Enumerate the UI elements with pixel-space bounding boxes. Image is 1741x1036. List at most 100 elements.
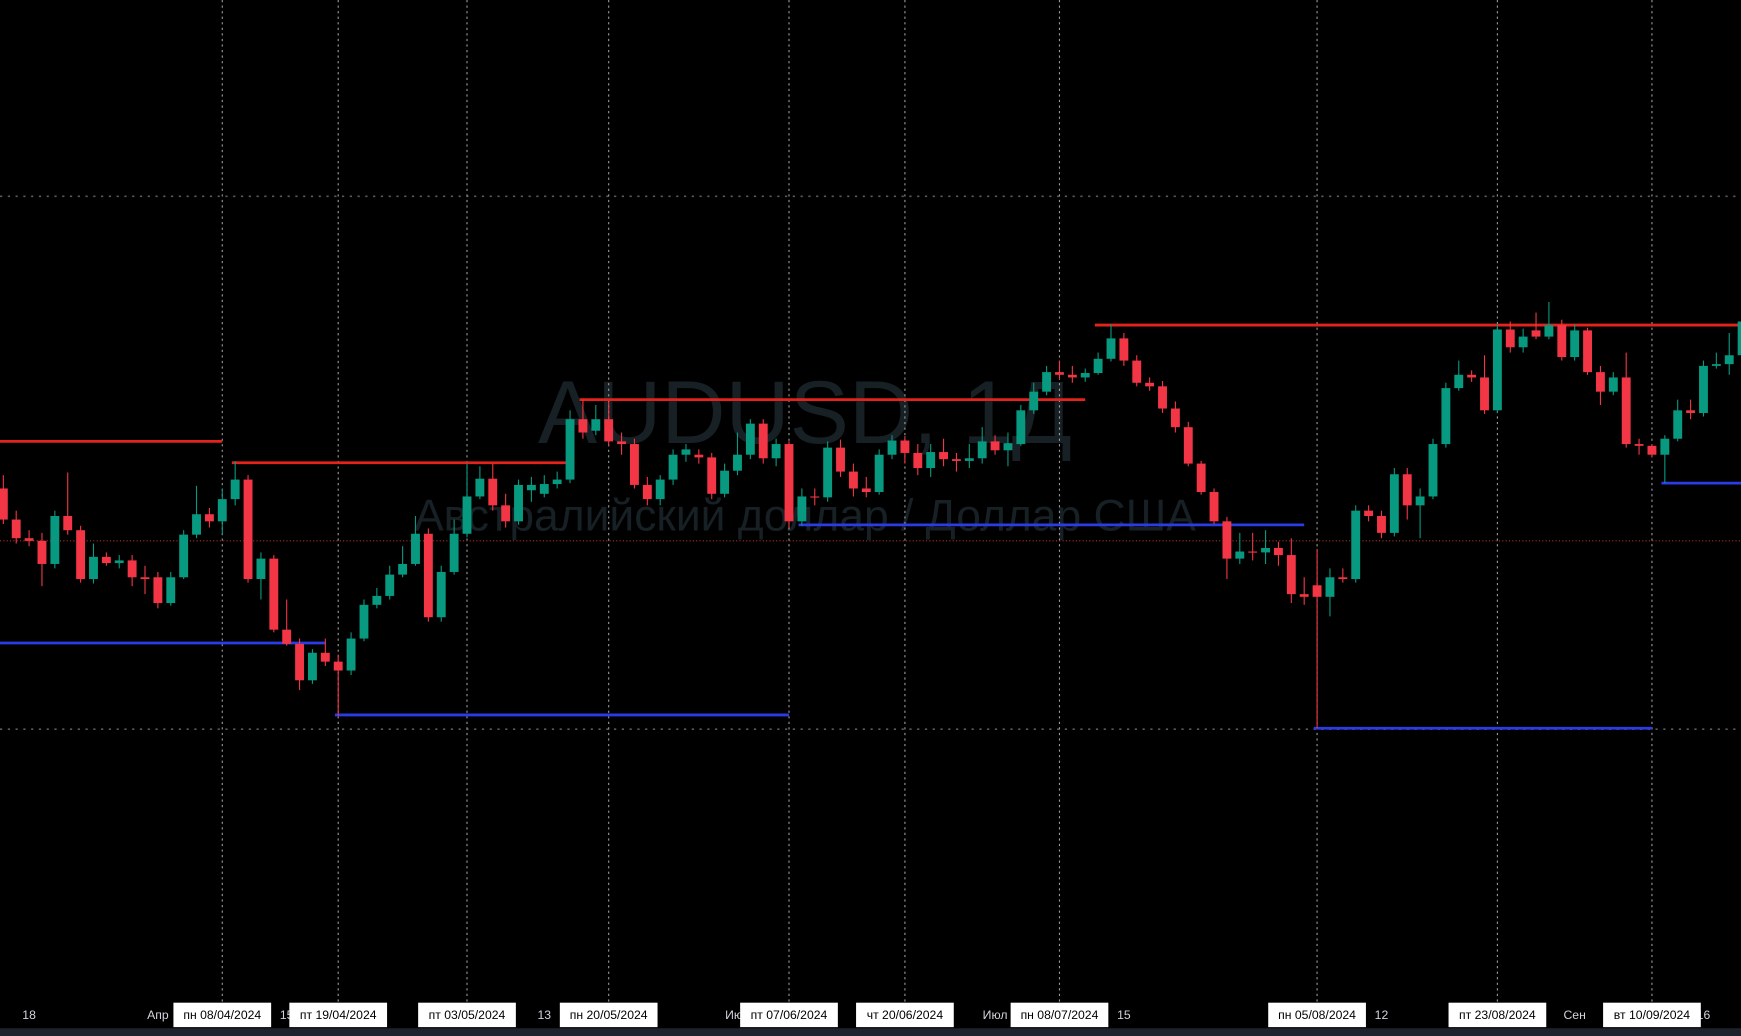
candle-body [282,629,292,644]
candle-body [642,484,652,500]
candle-body [1016,410,1026,445]
candle-body [76,530,86,580]
candle-body [913,452,923,469]
candle-body [501,505,511,522]
candle-body [1235,551,1245,559]
levels [0,323,1741,730]
candle-body [0,488,8,520]
candle-body [1325,577,1335,597]
candle-body [1583,330,1592,373]
candle-body [1724,355,1734,365]
candle-body [1441,388,1451,445]
candles [0,301,1741,729]
candle-body [449,533,459,572]
date-label: вт 10/09/2024 [1614,1008,1690,1022]
candle-body [926,452,936,469]
candle-body [1647,445,1657,455]
bottom-bar [0,1028,1741,1036]
date-label-box [418,1002,516,1028]
candle-body [1132,360,1142,383]
x-tick-label: Июл [983,1008,1008,1022]
candle-body [101,556,111,564]
date-label: пт 23/08/2024 [1459,1008,1536,1022]
candle-body [1158,386,1167,409]
candle-body [398,563,408,575]
candle-body [1428,444,1438,497]
candle-body [578,419,588,433]
candle-body [848,471,858,489]
date-label-box [1010,1002,1109,1028]
date-label-box [289,1002,388,1028]
candle-body [617,441,627,445]
candle-body [1595,372,1605,392]
candle-body [1673,410,1683,439]
candle-body [1196,463,1206,493]
candle-body [269,558,279,630]
candle-body [166,577,176,604]
candle-body [114,560,124,564]
candle-body [1273,547,1283,556]
candle-body [359,604,369,639]
candle-body [192,514,201,535]
date-label: чт 20/06/2024 [867,1008,944,1022]
candle-body [1531,330,1541,337]
candle-body [1003,443,1013,451]
candle-body [385,574,395,596]
candle-body [475,478,485,497]
date-label-box [1268,1002,1366,1028]
candle-body [1170,408,1180,428]
date-label: пт 19/04/2024 [300,1008,377,1022]
candle-body [720,470,730,494]
candle-body [1634,444,1644,446]
candle-body [1557,325,1567,358]
candle-body [939,452,949,460]
candle-body [1261,547,1270,553]
candle-body [694,454,704,458]
date-label: пн 20/05/2024 [570,1008,648,1022]
candle-body [256,558,266,580]
candle-body [1467,374,1477,378]
candle-body [514,484,523,522]
candle-body [1299,594,1309,597]
x-tick-label: Апр [147,1008,169,1022]
x-tick-label: 13 [537,1008,551,1022]
candle-body [1492,329,1502,411]
candle-body [217,499,227,522]
candle-body [1364,510,1374,516]
candle-body [423,533,433,618]
x-tick-label: Сен [1564,1008,1586,1022]
candle-body [1570,330,1580,358]
candle-body [733,454,742,471]
candle-body [1377,515,1386,533]
candle-body [1518,336,1528,348]
date-label-box [1603,1002,1701,1028]
date-label: пн 05/08/2024 [1278,1008,1356,1022]
candle-body [797,496,807,522]
candle-body [153,577,163,604]
x-tick-label: 12 [1375,1008,1389,1022]
candle-body [990,441,1000,451]
candle-body [308,652,317,681]
candle-body [295,643,305,681]
candle-body [1042,372,1052,392]
date-label-box [856,1002,954,1028]
candle-body [1711,364,1721,366]
candle-body [810,496,820,498]
candle-body [1222,521,1232,559]
candle-body [1055,372,1064,375]
candle-body [668,454,678,480]
candle-body [1480,377,1489,411]
date-label: пт 07/06/2024 [751,1008,828,1022]
candle-body [655,479,665,500]
candle-body [63,515,73,531]
candle-body [1505,329,1515,348]
candle-body [1544,325,1554,337]
candle-body [1145,382,1155,387]
candle-body [24,538,34,541]
candle-body [89,556,98,580]
candle-body [707,457,717,494]
candle-body [320,652,330,662]
candle-body [436,571,446,618]
